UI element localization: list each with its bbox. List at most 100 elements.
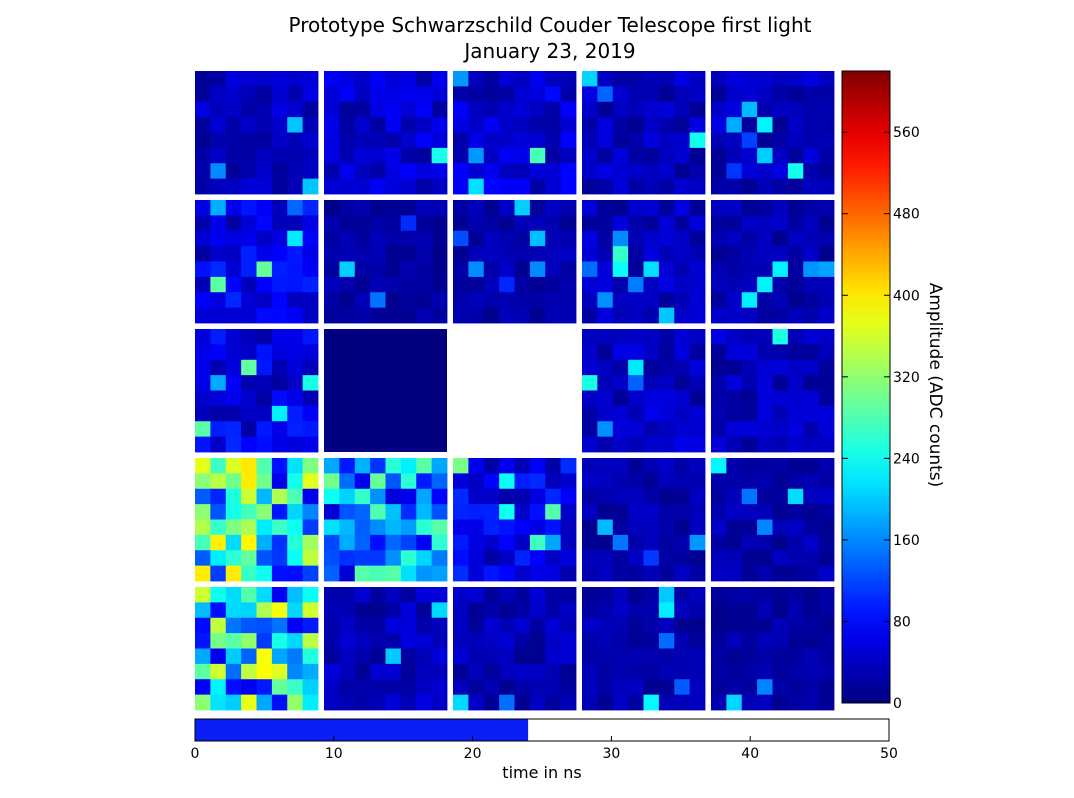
pixel-cell	[416, 504, 433, 520]
pixel-cell	[741, 147, 758, 164]
pixel-cell	[818, 390, 835, 407]
pixel-cell	[689, 565, 706, 582]
pixel-cell	[711, 230, 727, 247]
pixel-cell	[210, 101, 227, 118]
pixel-cell	[757, 633, 773, 649]
pixel-cell	[431, 292, 448, 309]
pixel-cell	[597, 276, 614, 293]
pixel-cell	[287, 534, 304, 551]
pixel-cell	[658, 504, 675, 520]
pixel-cell	[271, 86, 288, 103]
pixel-cell	[416, 648, 433, 665]
pixel-cell	[385, 101, 402, 118]
pixel-cell	[287, 292, 304, 309]
pixel-cell	[689, 307, 706, 324]
pixel-cell	[803, 602, 820, 619]
pixel-cell	[400, 648, 417, 665]
pixel-cell	[370, 648, 386, 665]
pixel-cell	[225, 200, 242, 216]
colorbar-tick-label: 320	[893, 370, 920, 386]
pixel-cell	[483, 519, 500, 536]
pixel-cell	[529, 602, 546, 619]
pixel-cell	[339, 307, 356, 324]
pixel-cell	[612, 246, 629, 262]
pixel-cell	[514, 663, 531, 680]
pixel-cell	[416, 178, 433, 195]
pixel-cell	[597, 504, 614, 520]
colorbar-tick-label: 160	[893, 533, 920, 549]
pixel-cell	[339, 276, 356, 293]
pixel-cell	[256, 602, 273, 619]
pixel-cell	[689, 534, 706, 551]
pixel-cell	[287, 519, 304, 536]
pixel-cell	[772, 276, 789, 293]
pixel-cell	[400, 587, 417, 603]
pixel-cell	[545, 519, 562, 536]
pixel-cell	[628, 230, 644, 247]
pixel-cell	[711, 617, 727, 634]
pixel-cell	[514, 276, 531, 293]
pixel-cell	[499, 458, 515, 474]
pixel-cell	[514, 230, 531, 247]
pixel-cell	[400, 200, 417, 216]
pixel-cell	[195, 519, 211, 536]
pixel-cell	[499, 292, 515, 309]
pixel-cell	[757, 617, 773, 634]
pixel-cell	[597, 178, 614, 195]
pixel-cell	[453, 261, 469, 278]
pixel-cell	[818, 694, 835, 711]
pixel-cell	[726, 405, 743, 422]
pixel-cell	[468, 550, 485, 567]
pixel-cell	[400, 132, 417, 149]
pixel-cell	[339, 587, 356, 603]
pixel-cell	[711, 344, 727, 361]
pixel-cell	[597, 405, 614, 422]
pixel-cell	[400, 617, 417, 634]
pixel-cell	[612, 292, 629, 309]
pixel-cell	[324, 648, 340, 665]
pixel-cell	[658, 519, 675, 536]
pixel-cell	[628, 147, 644, 164]
pixel-cell	[225, 421, 242, 438]
pixel-cell	[287, 473, 304, 490]
pixel-cell	[256, 163, 273, 180]
pixel-cell	[499, 71, 515, 87]
pixel-cell	[711, 633, 727, 649]
pixel-cell	[689, 504, 706, 520]
pixel-cell	[514, 534, 531, 551]
pixel-cell	[818, 421, 835, 438]
pixel-cell	[210, 329, 227, 345]
pixel-cell	[339, 663, 356, 680]
module-2-1	[324, 329, 447, 452]
pixel-cell	[582, 86, 598, 103]
pixel-cell	[256, 307, 273, 324]
pixel-cell	[302, 602, 319, 619]
pixel-cell	[514, 246, 531, 262]
pixel-cell	[545, 488, 562, 505]
pixel-cell	[612, 344, 629, 361]
pixel-cell	[643, 101, 660, 118]
pixel-cell	[431, 246, 448, 262]
pixel-cell	[597, 617, 614, 634]
pixel-cell	[612, 519, 629, 536]
pixel-cell	[385, 132, 402, 149]
pixel-cell	[195, 458, 211, 474]
pixel-cell	[674, 375, 691, 391]
pixel-cell	[370, 276, 386, 293]
pixel-cell	[658, 132, 675, 149]
pixel-cell	[628, 519, 644, 536]
pixel-cell	[385, 602, 402, 619]
pixel-cell	[195, 329, 211, 345]
pixel-cell	[354, 550, 371, 567]
pixel-cell	[772, 344, 789, 361]
pixel-cell	[597, 679, 614, 696]
pixel-cell	[225, 375, 242, 391]
pixel-cell	[468, 117, 485, 133]
pixel-cell	[339, 292, 356, 309]
pixel-cell	[741, 200, 758, 216]
pixel-cell	[271, 246, 288, 262]
pixel-cell	[483, 617, 500, 634]
pixel-cell	[271, 344, 288, 361]
pixel-cell	[711, 663, 727, 680]
pixel-cell	[545, 663, 562, 680]
